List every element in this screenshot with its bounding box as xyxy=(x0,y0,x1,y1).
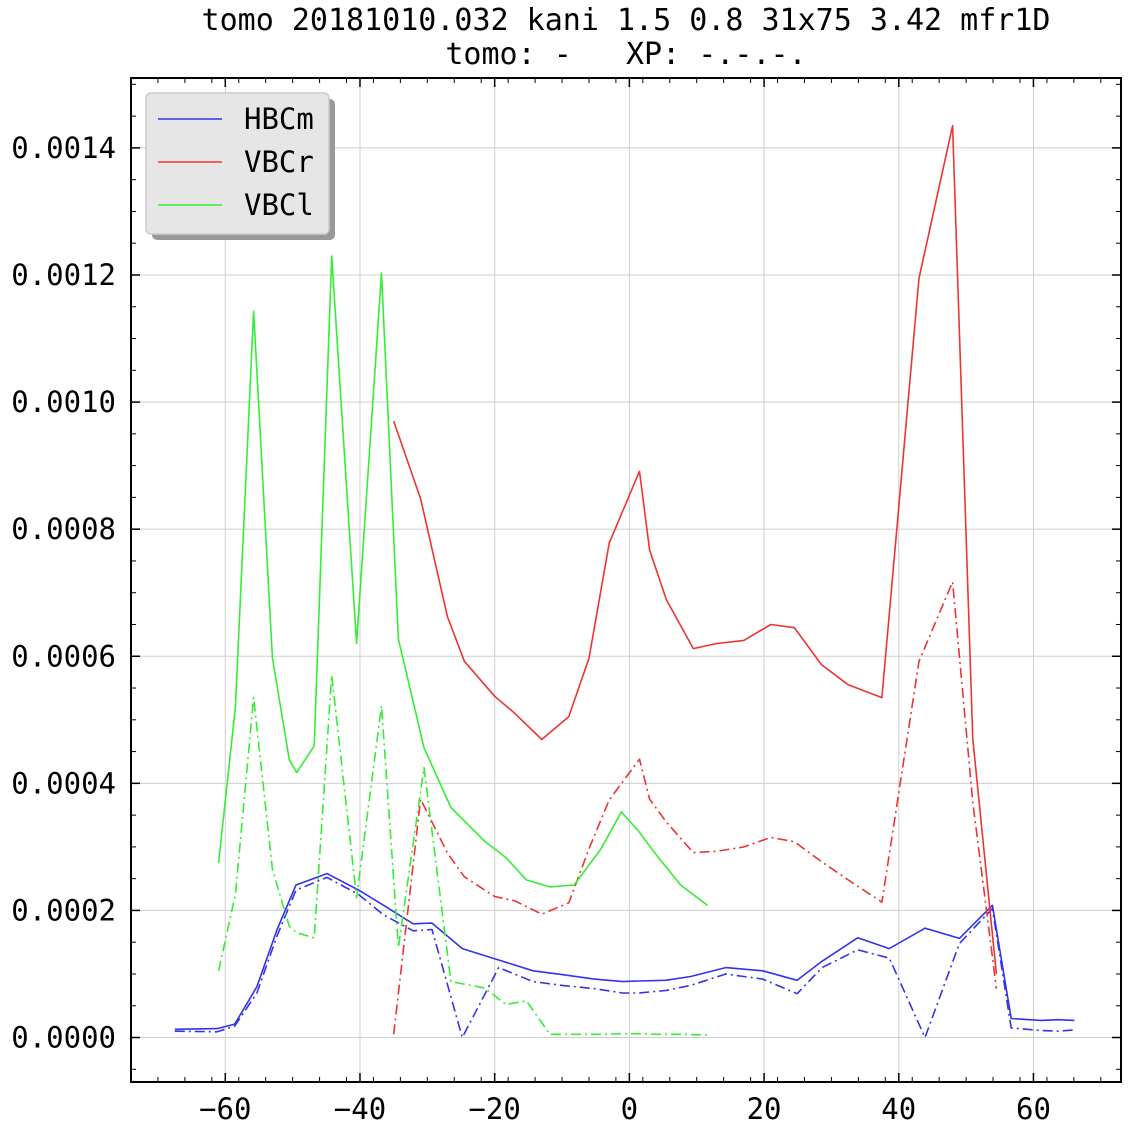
y-tick-label: 0.0002 xyxy=(11,893,116,927)
plot-frame xyxy=(130,77,1122,1083)
series-group xyxy=(174,124,1075,1039)
chart-subtitle: tomo: - XP: -.-.-. xyxy=(445,37,806,72)
legend-label-hbcm: HBCm xyxy=(244,102,314,136)
series-line-vbcr-solid xyxy=(392,124,998,975)
x-tick-label: 60 xyxy=(1016,1092,1051,1126)
series-line-vbcl-solid xyxy=(217,255,708,906)
tick-labels: −60 −40 −20 0 20 40 60 0.0000 0.0002 0.0004 0.0006… xyxy=(11,131,1051,1126)
series-line-hbcm-dashdot xyxy=(174,876,1075,1039)
legend-label-vbcl: VBCl xyxy=(244,188,314,222)
y-tick-label: 0.0010 xyxy=(11,385,116,419)
series-line-hbcm-solid xyxy=(174,872,1075,1031)
legend-label-vbcr: VBCr xyxy=(244,145,314,179)
y-tick-label: 0.0004 xyxy=(11,766,116,800)
series-line-vbcl-dashdot xyxy=(217,674,708,1036)
chart-title: tomo 20181010.032 kani 1.5 0.8 31x75 3.4… xyxy=(202,3,1051,38)
y-tick-label: 0.0012 xyxy=(11,258,116,292)
axis-ticks xyxy=(131,78,1121,1082)
x-tick-label: −20 xyxy=(468,1092,520,1126)
x-tick-label: −60 xyxy=(199,1092,251,1126)
legend-box xyxy=(145,92,330,235)
y-tick-label: 0.0014 xyxy=(11,131,116,165)
x-tick-label: 20 xyxy=(747,1092,782,1126)
x-tick-label: 40 xyxy=(881,1092,916,1126)
x-tick-label: −40 xyxy=(334,1092,386,1126)
y-tick-label: 0.0000 xyxy=(11,1021,116,1055)
x-tick-label: 0 xyxy=(621,1092,638,1126)
grid xyxy=(131,78,1121,1082)
y-tick-label: 0.0008 xyxy=(11,512,116,546)
legend: HBCm VBCr VBCl xyxy=(145,92,335,240)
y-tick-label: 0.0006 xyxy=(11,639,116,673)
series-line-vbcr-dashdot xyxy=(392,581,998,1035)
